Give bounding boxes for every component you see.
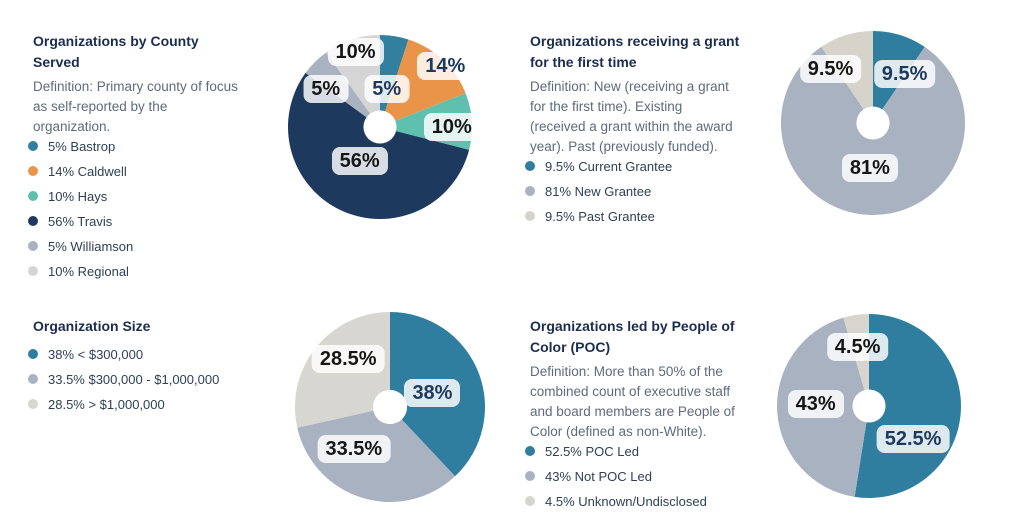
legend-item-38-300-000: 38% < $300,000 bbox=[28, 346, 276, 362]
data-label-52-5-poc-led: 52.5% bbox=[876, 425, 950, 454]
donut-hole bbox=[852, 389, 886, 423]
legend-dot-icon bbox=[525, 161, 535, 171]
legend-dot-icon bbox=[28, 349, 38, 359]
donut-chart-county-served: 5% 14% 10% 56% 5% 10% bbox=[287, 35, 480, 219]
legend-item-81-new-grantee: 81% New Grantee bbox=[525, 183, 773, 199]
legend-items-organization-size: 38% < $300,000 33.5% $300,000 - $1,000,00… bbox=[28, 346, 276, 412]
county-served-legend: Organizations by County Served Definitio… bbox=[28, 31, 276, 289]
data-label-10-regional: 10% bbox=[327, 37, 384, 66]
data-label-38-300-000: 38% bbox=[404, 379, 461, 408]
legend-item-label: 56% Travis bbox=[48, 213, 113, 229]
legend-item-label: 10% Regional bbox=[48, 263, 129, 279]
legend-items-county-served: 5% Bastrop 14% Caldwell 10% Hays 56% Travis… bbox=[28, 138, 276, 279]
donut-hole bbox=[363, 110, 397, 144]
data-label-10-hays: 10% bbox=[423, 113, 480, 141]
legend-dot-icon bbox=[28, 241, 38, 251]
legend-item-label: 9.5% Past Grantee bbox=[545, 208, 655, 224]
legend-item-9-5-past-grantee: 9.5% Past Grantee bbox=[525, 208, 773, 224]
data-label-81-new-grantee: 81% bbox=[841, 153, 898, 182]
chart-title-county-served: Organizations by County Served bbox=[33, 33, 199, 70]
pie-slice-56-travis bbox=[287, 72, 470, 219]
data-label-43-not-poc-led: 43% bbox=[787, 390, 844, 419]
chart-title-poc-led: Organizations led by People of Color (PO… bbox=[530, 318, 735, 355]
first-time-grant-legend: Organizations receiving a grant for the … bbox=[525, 31, 773, 234]
donut-chart-poc-led: 52.5% 43% 4.5% bbox=[777, 314, 961, 498]
data-label-14-caldwell: 14% bbox=[417, 52, 474, 81]
legend-item-label: 43% Not POC Led bbox=[545, 468, 652, 484]
legend-item-5-bastrop: 5% Bastrop bbox=[28, 138, 276, 154]
legend-item-label: 81% New Grantee bbox=[545, 183, 652, 199]
legend-item-43-not-poc-led: 43% Not POC Led bbox=[525, 468, 773, 484]
data-label-5-williamson: 5% bbox=[303, 75, 349, 103]
donut-chart-organization-size: 38% 33.5% 28.5% bbox=[294, 312, 486, 503]
legend-item-label: 28.5% > $1,000,000 bbox=[48, 396, 165, 412]
legend-item-label: 4.5% Unknown/Undisclosed bbox=[545, 493, 707, 509]
legend-item-label: 5% Bastrop bbox=[48, 138, 116, 154]
legend-dot-icon bbox=[28, 216, 38, 226]
data-label-9-5-current-grantee: 9.5% bbox=[873, 60, 936, 89]
organization-size-legend: Organization Size 38% < $300,000 33.5% $3… bbox=[28, 316, 276, 422]
data-label-5-bastrop: 5% bbox=[364, 74, 410, 103]
data-label-4-5-unknown-undisclosed: 4.5% bbox=[826, 333, 889, 362]
chart-definition-county-served: Definition: Primary county of focus as s… bbox=[33, 79, 238, 134]
legend-items-first-time-grant: 9.5% Current Grantee 81% New Grantee 9.5% … bbox=[525, 158, 773, 224]
legend-dot-icon bbox=[525, 186, 535, 196]
legend-dot-icon bbox=[525, 471, 535, 481]
data-label-33-5-300-000-1-000-000: 33.5% bbox=[317, 434, 391, 463]
legend-item-label: 38% < $300,000 bbox=[48, 346, 144, 362]
donut-hole bbox=[372, 389, 408, 425]
legend-dot-icon bbox=[525, 446, 535, 456]
legend-item-label: 9.5% Current Grantee bbox=[545, 158, 673, 174]
legend-item-5-williamson: 5% Williamson bbox=[28, 238, 276, 254]
legend-dot-icon bbox=[28, 266, 38, 276]
donut-hole bbox=[856, 106, 890, 140]
legend-dot-icon bbox=[28, 141, 38, 151]
donut-chart-svg bbox=[294, 312, 486, 503]
chart-title-first-time-grant: Organizations receiving a grant for the … bbox=[530, 33, 740, 70]
chart-definition-poc-led: Definition: More than 50% of the combine… bbox=[530, 364, 735, 439]
legend-items-poc-led: 52.5% POC Led 43% Not POC Led 4.5% Unknown… bbox=[525, 443, 773, 509]
data-label-56-travis: 56% bbox=[331, 146, 388, 175]
donut-chart-svg bbox=[781, 31, 965, 216]
legend-dot-icon bbox=[28, 166, 38, 176]
legend-item-28-5-1-000-000: 28.5% > $1,000,000 bbox=[28, 396, 276, 412]
donut-chart-first-time-grant: 9.5% 81% 9.5% bbox=[781, 31, 965, 216]
chart-title-organization-size: Organization Size bbox=[33, 318, 151, 334]
chart-definition-first-time-grant: Definition: New (receiving a grant for t… bbox=[530, 79, 733, 154]
legend-dot-icon bbox=[525, 211, 535, 221]
legend-dot-icon bbox=[28, 191, 38, 201]
legend-item-56-travis: 56% Travis bbox=[28, 213, 276, 229]
legend-item-label: 52.5% POC Led bbox=[545, 443, 639, 459]
legend-item-52-5-poc-led: 52.5% POC Led bbox=[525, 443, 773, 459]
legend-dot-icon bbox=[525, 496, 535, 506]
legend-item-label: 33.5% $300,000 - $1,000,000 bbox=[48, 371, 220, 387]
legend-item-9-5-current-grantee: 9.5% Current Grantee bbox=[525, 158, 773, 174]
data-label-9-5-past-grantee: 9.5% bbox=[799, 54, 862, 83]
legend-item-10-regional: 10% Regional bbox=[28, 263, 276, 279]
legend-item-label: 14% Caldwell bbox=[48, 163, 127, 179]
legend-item-label: 5% Williamson bbox=[48, 238, 134, 254]
legend-item-label: 10% Hays bbox=[48, 188, 108, 204]
data-label-28-5-1-000-000: 28.5% bbox=[311, 344, 385, 373]
legend-dot-icon bbox=[28, 374, 38, 384]
poc-led-legend: Organizations led by People of Color (PO… bbox=[525, 316, 773, 519]
legend-item-10-hays: 10% Hays bbox=[28, 188, 276, 204]
legend-item-4-5-unknown-undisclosed: 4.5% Unknown/Undisclosed bbox=[525, 493, 773, 509]
legend-item-33-5-300-000-1-000-000: 33.5% $300,000 - $1,000,000 bbox=[28, 371, 276, 387]
legend-dot-icon bbox=[28, 399, 38, 409]
legend-item-14-caldwell: 14% Caldwell bbox=[28, 163, 276, 179]
